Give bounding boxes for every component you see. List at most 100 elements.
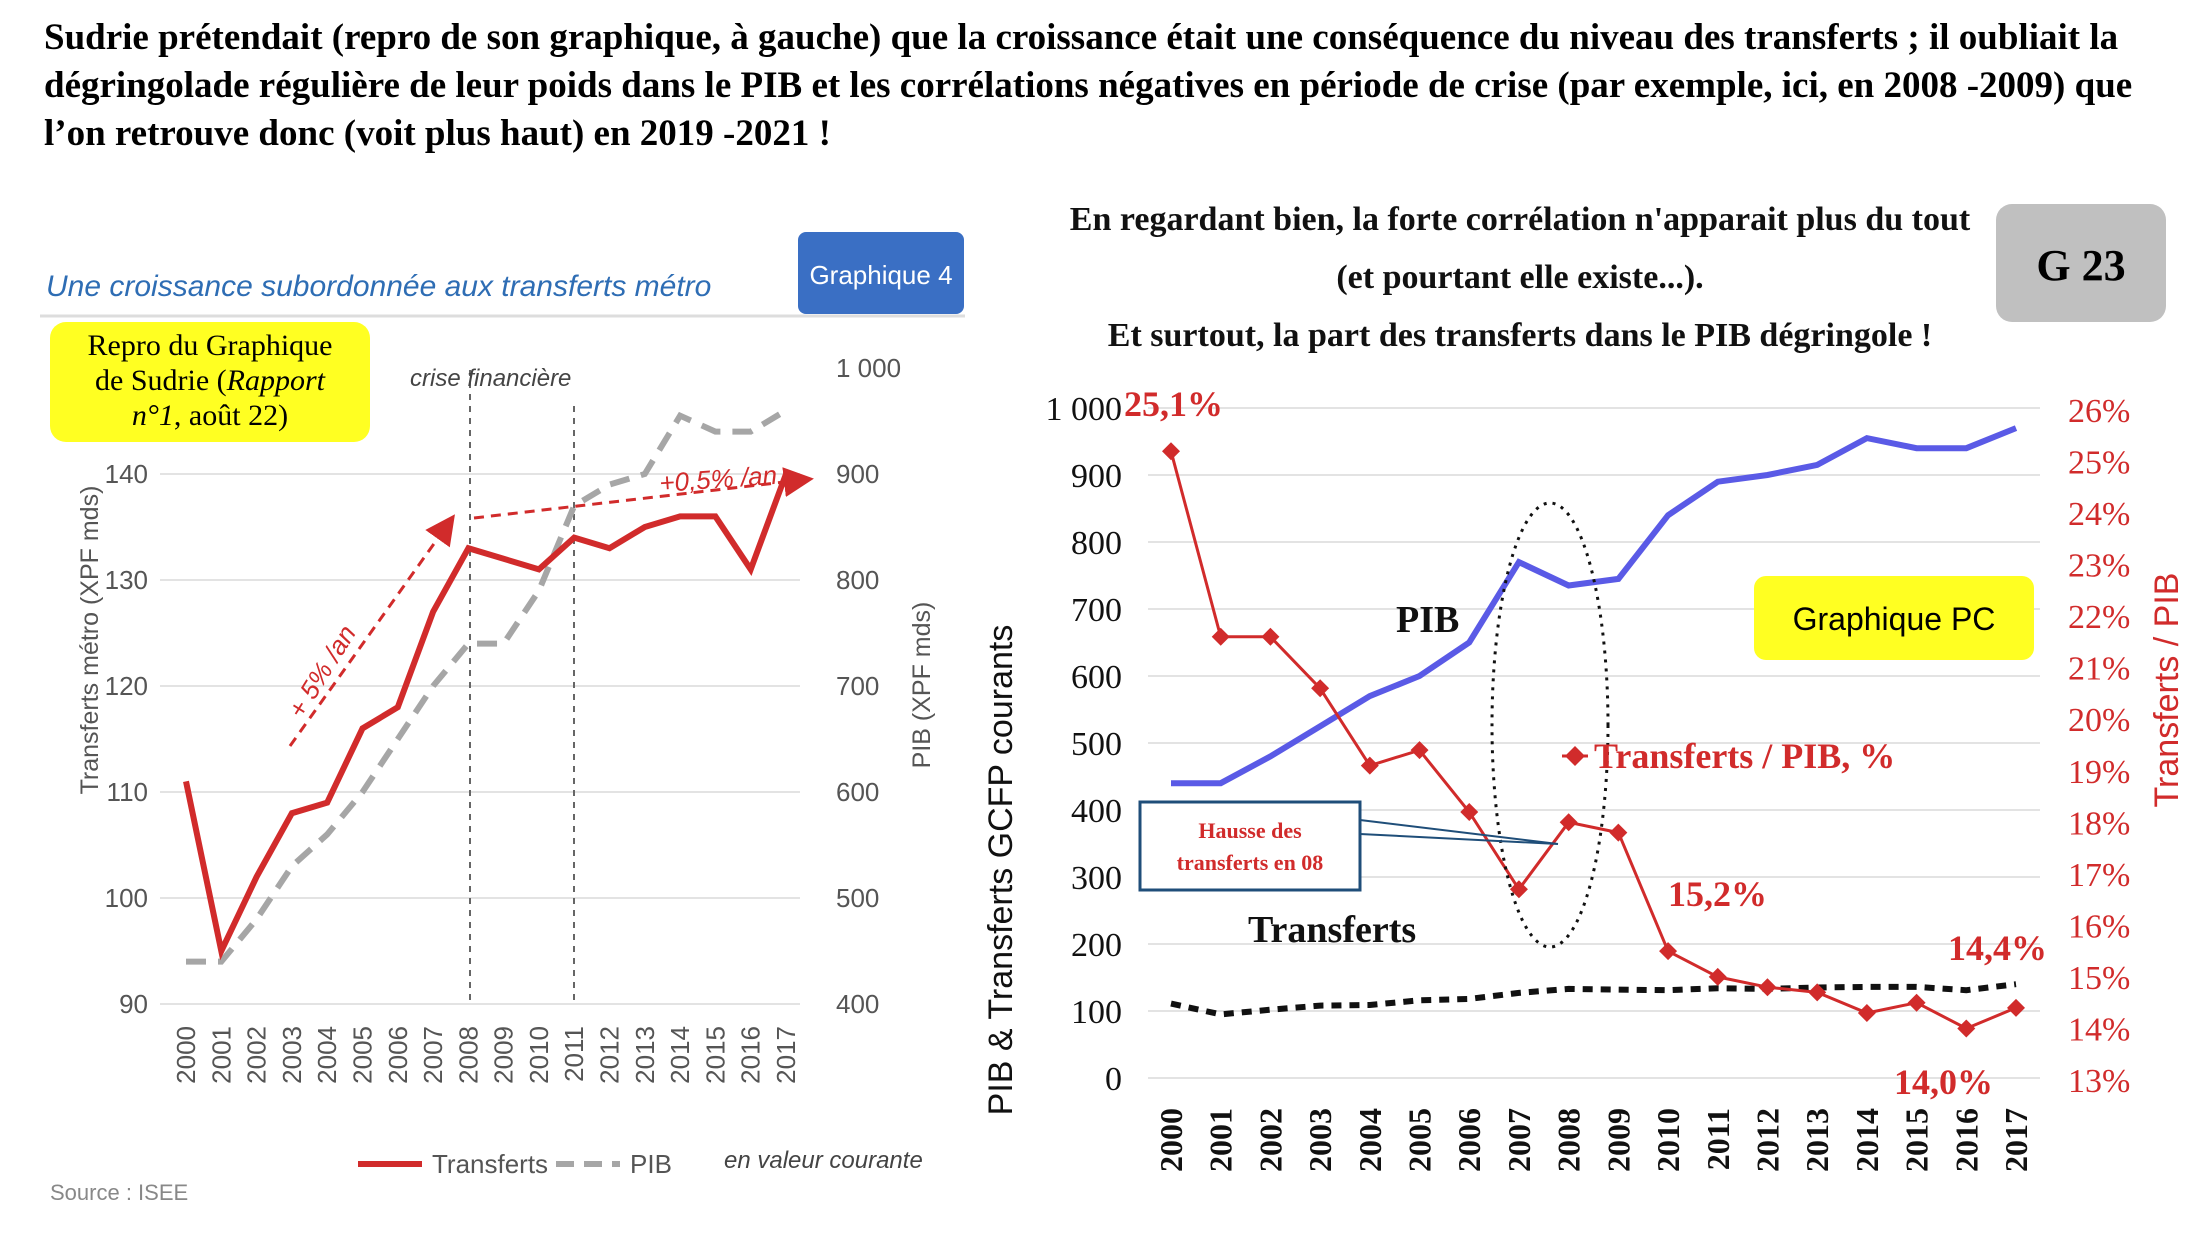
right-label-box-text: Graphique PC [1793,601,1996,637]
right-y-right-tick: 18% [2068,805,2130,842]
right-y-right-tick: 17% [2068,857,2130,894]
ratio-marker [1410,741,1429,760]
right-x-tick: 2012 [1749,1108,1785,1172]
left-x-tick: 2017 [771,1026,801,1084]
left-currency-note: en valeur courante [724,1147,923,1174]
right-title-line-2: (et pourtant elle existe...). [1336,259,1703,296]
left-y-left-tick: 110 [107,777,148,807]
right-series-transferts [1170,981,2017,1018]
left-x-tick: 2010 [524,1026,554,1084]
left-x-tick: 2012 [595,1026,625,1084]
left-y-left-tick: 120 [105,671,148,701]
right-label-ratio: Transferts / PIB, % [1594,736,1895,776]
right-pct-2016: 14,0% [1894,1062,1993,1102]
ratio-marker [1609,823,1628,842]
left-y-left-ticks: 90 100 110 120 130 140 [105,459,148,1019]
left-gridlines [160,473,800,1005]
right-y-left-tick: 300 [1071,860,1122,897]
right-y-right-tick: 20% [2068,702,2130,739]
hausse-line-2: transferts en 08 [1177,850,1324,875]
ratio-marker [1659,942,1678,961]
right-pct-2011: 15,2% [1668,874,1767,914]
left-rate-arrow-2 [473,467,814,520]
left-repro-note: Repro du Graphique de Sudrie (Rapport n°… [50,322,370,442]
right-y-left-tick: 1 000 [1046,391,1123,428]
left-chart-title: Une croissance subordonnée aux transfert… [46,270,711,303]
left-y-left-tick: 130 [105,565,148,595]
right-x-ticks: 2000 2001 2002 2003 2004 2005 2006 2007 2008 2009… [1153,1108,2034,1172]
right-x-tick: 2003 [1302,1108,1338,1172]
right-y-right-tick: 22% [2068,599,2130,636]
ratio-marker [1907,993,1926,1012]
right-y-left-tick: 900 [1071,458,1122,495]
right-y-left-tick: 500 [1071,726,1122,763]
right-y-right-tick: 14% [2068,1011,2130,1048]
right-title-line-1: En regardant bien, la forte corrélation … [1070,201,1971,238]
right-pct-2000: 25,1% [1124,384,1223,424]
right-x-tick: 2014 [1849,1108,1885,1172]
ratio-marker [1211,627,1230,646]
left-series-pib [186,407,788,965]
repro-line-3: n°1, août 22) [132,399,288,432]
right-x-tick: 2015 [1899,1108,1935,1172]
right-y-left-ticks: 0 100 200 300 400 500 600 700 800 900 1 000 [1046,391,1123,1098]
left-x-ticks: 2000 2001 2002 2003 2004 2005 2006 2007 2008 2009… [171,1026,801,1084]
hausse-line-1: Hausse des [1198,818,1302,843]
legend-label-pib: PIB [630,1149,672,1179]
right-label-transferts: Transferts [1248,909,1416,951]
right-x-tick: 2013 [1799,1108,1835,1172]
right-series-ratio-markers [1162,442,2025,1038]
left-x-tick: 2004 [312,1026,342,1084]
right-x-tick: 2006 [1451,1108,1487,1172]
right-x-tick: 2011 [1700,1108,1736,1170]
right-pct-2017: 14,4% [1948,928,2047,968]
ratio-marker [1957,1019,1976,1038]
right-y-right-tick: 16% [2068,908,2130,945]
right-y-right-tick: 13% [2068,1063,2130,1100]
right-y-right-tick: 24% [2068,496,2130,533]
hausse-callout-box [1138,800,1362,892]
left-source: Source : ISEE [50,1180,188,1205]
left-rate-label-2: +0,5% /an [658,460,778,498]
right-y-right-ticks: 13% 14% 15% 16% 17% 18% 19% 20% 21% 22% 23% 24% 25% 2… [2068,393,2130,1100]
right-y-right-tick: 21% [2068,651,2130,688]
left-x-tick: 2005 [347,1026,377,1084]
ratio-marker [1758,978,1777,997]
right-x-tick: 2001 [1203,1108,1239,1172]
right-label-box: Graphique PC [1754,576,2034,660]
ratio-legend-marker [1565,746,1585,766]
right-series-ratio-line [1169,450,2017,1031]
right-y-right-label: Transferts / PIB [2148,573,2186,808]
left-x-tick: 2015 [700,1026,730,1084]
right-x-tick: 2009 [1600,1108,1636,1172]
right-ratio-legend: Transferts / PIB, % [1562,736,1895,776]
ratio-marker [1360,756,1379,775]
left-x-tick: 2002 [242,1026,272,1084]
ratio-marker [1311,679,1330,698]
left-y-right-ticks: 400 500 600 700 800 900 1 000 [836,353,901,1019]
right-x-tick: 2008 [1551,1108,1587,1172]
right-y-right-tick: 26% [2068,393,2130,430]
left-y-right-tick: 500 [836,883,879,913]
right-hausse-callout: Hausse des transferts en 08 [1138,800,1559,892]
left-crisis-annotation: crise financière [410,365,571,392]
right-y-left-tick: 100 [1071,994,1122,1031]
right-x-tick: 2005 [1402,1108,1438,1172]
left-y-right-tick: 700 [836,671,879,701]
left-x-tick: 2009 [489,1026,519,1084]
left-series-transferts [183,472,789,961]
left-x-tick: 2000 [171,1026,201,1084]
right-highlight-ellipse [1490,501,1610,949]
left-y-right-tick: 900 [836,459,879,489]
left-x-tick: 2013 [630,1026,660,1084]
left-y-right-label: PIB (XPF mds) [908,602,936,769]
intro-paragraph: Sudrie prétendait (repro de son graphiqu… [44,17,2133,154]
left-rate-label-1: + 5% /an [282,620,362,724]
right-y-right-tick: 23% [2068,548,2130,585]
hausse-callout-pointer [1359,819,1559,845]
right-x-tick: 2004 [1352,1108,1388,1172]
left-y-right-tick: 1 000 [836,353,901,383]
right-x-tick: 2000 [1153,1108,1189,1172]
left-badge-label: Graphique 4 [809,260,952,290]
left-y-right-tick: 600 [836,777,879,807]
